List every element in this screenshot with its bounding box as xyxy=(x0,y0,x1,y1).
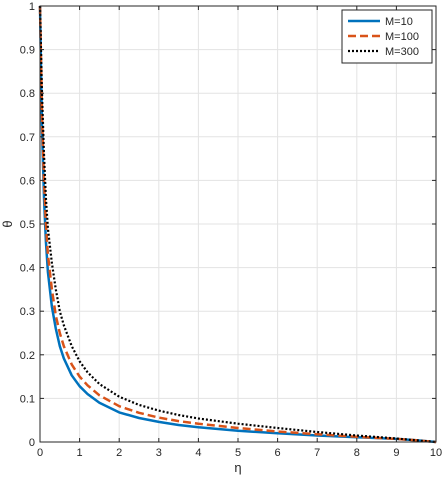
x-tick-label: 0 xyxy=(37,447,43,459)
legend-entry: M=100 xyxy=(385,31,419,43)
x-axis-label: η xyxy=(234,460,241,475)
series-line-2 xyxy=(38,5,437,444)
x-tick-label: 3 xyxy=(156,447,162,459)
y-tick-label: 1 xyxy=(29,1,35,13)
x-tick-label: 6 xyxy=(275,447,281,459)
y-tick-label: 0.7 xyxy=(20,132,35,144)
y-tick-label: 0.8 xyxy=(20,88,35,100)
axis-ticks: 0 1 2 3 4 5 6 7 8 9 10 0 0.1 0.2 0.3 0.4 0.5 0.6 0.7 0.8 0.9… xyxy=(20,1,442,459)
y-tick-label: 0.1 xyxy=(20,393,35,405)
series-line-3 xyxy=(38,5,437,444)
x-tick-label: 10 xyxy=(430,447,442,459)
x-tick-label: 2 xyxy=(116,447,122,459)
y-tick-label: 0.2 xyxy=(20,350,35,362)
x-tick-label: 1 xyxy=(77,447,83,459)
series-layer xyxy=(38,5,437,444)
x-tick-label: 5 xyxy=(235,447,241,459)
y-tick-label: 0.3 xyxy=(20,306,35,318)
series-line-1 xyxy=(38,5,437,444)
x-tick-label: 9 xyxy=(393,447,399,459)
x-tick-label: 8 xyxy=(354,447,360,459)
y-axis-label: θ xyxy=(0,220,15,227)
x-tick-label: 4 xyxy=(195,447,201,459)
legend-entry: M=300 xyxy=(385,46,419,58)
x-tick-label: 7 xyxy=(314,447,320,459)
y-tick-label: 0.6 xyxy=(20,175,35,187)
y-tick-label: 0.5 xyxy=(20,219,35,231)
y-tick-label: 0.9 xyxy=(20,45,35,57)
legend: M=10 M=100 M=300 xyxy=(341,9,433,64)
legend-box xyxy=(341,9,433,64)
legend-entry: M=10 xyxy=(385,16,413,28)
y-tick-label: 0.4 xyxy=(20,263,35,275)
y-tick-label: 0 xyxy=(29,437,35,449)
